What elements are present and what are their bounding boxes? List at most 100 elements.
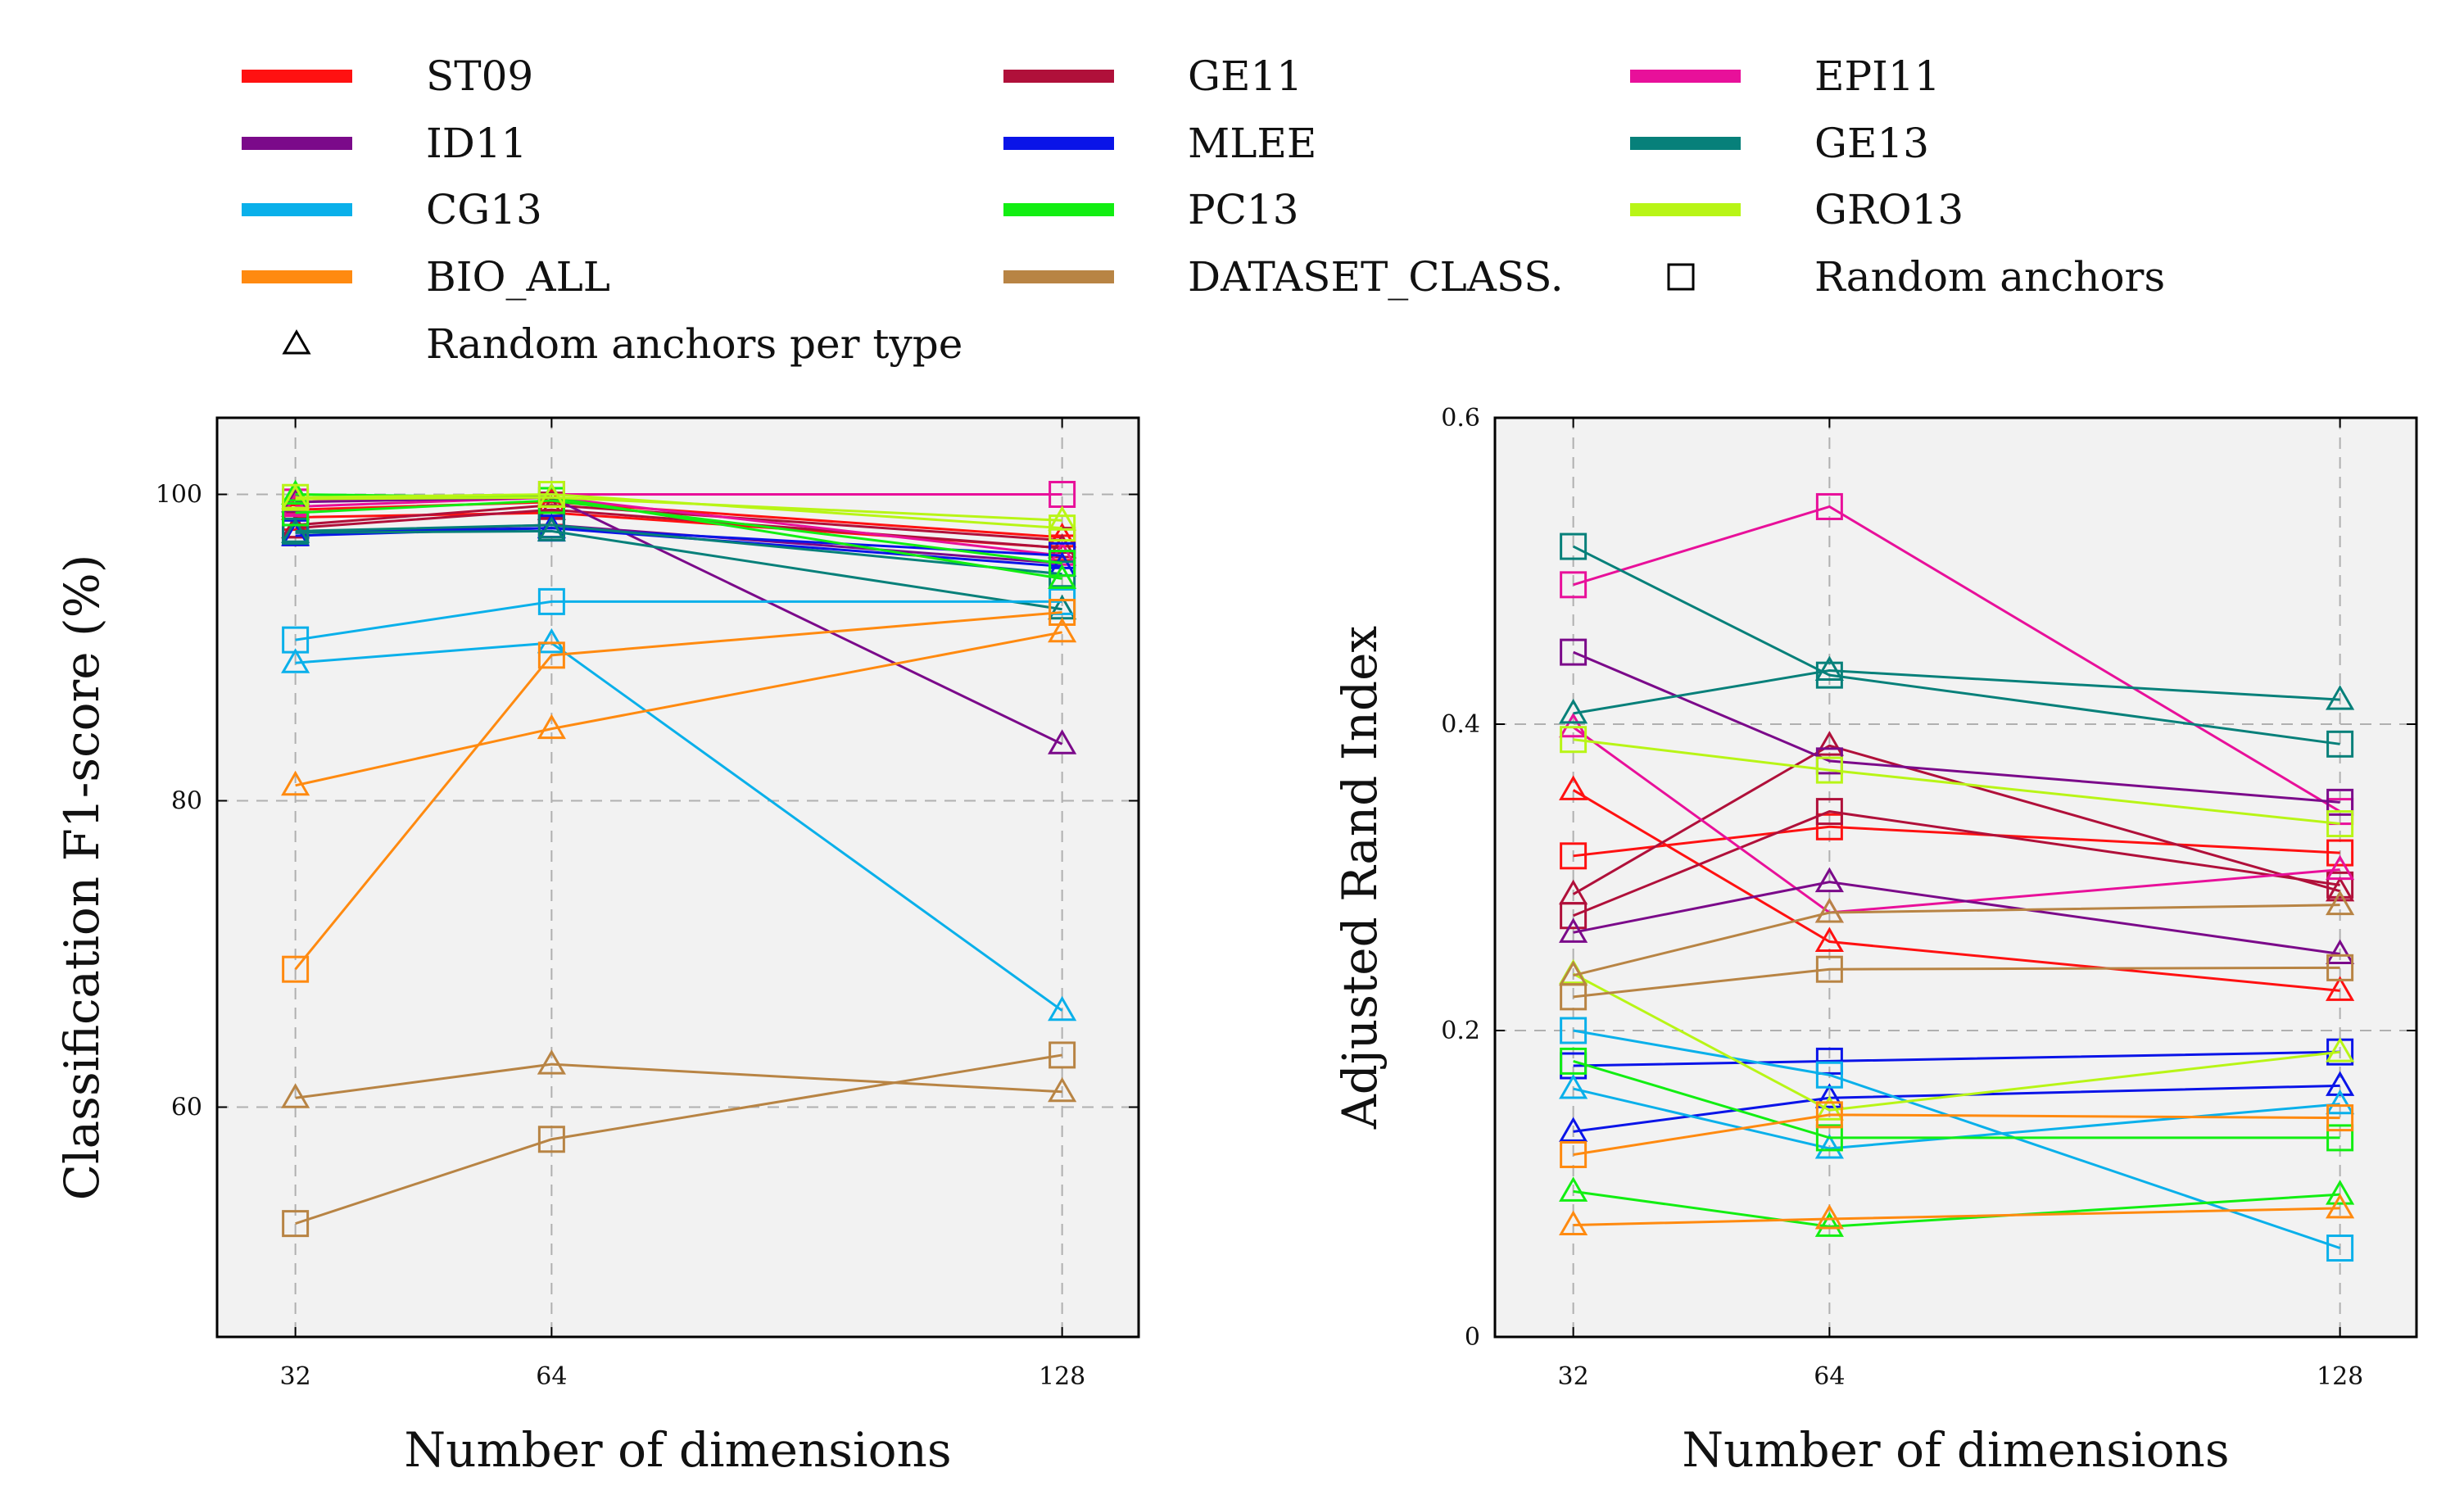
legend-mlee-label: MLEE — [1188, 120, 1316, 167]
series-ge13-square — [1560, 532, 2354, 758]
ari-chart: 32 64 128 0 0.2 0.4 0.6 Number of dimensions Adj… — [1332, 404, 2418, 1478]
data-point — [282, 1210, 310, 1238]
series-line — [1573, 1207, 2340, 1226]
x-axis-title: Number of dimensions — [1682, 1422, 2229, 1478]
data-point — [1815, 1047, 1843, 1075]
data-point — [281, 492, 310, 517]
data-point — [1559, 1210, 1588, 1235]
data-point — [1814, 1133, 1844, 1159]
legend-epi11-label: EPI11 — [1814, 52, 1941, 100]
legend-id11-label: ID11 — [426, 120, 527, 167]
data-point — [2326, 1071, 2355, 1096]
series-line — [1573, 966, 2340, 999]
series-line — [1573, 1189, 2340, 1228]
y-tick-label: 100 — [156, 481, 202, 510]
series-pc13-triangle — [1559, 1176, 2355, 1237]
series-ge13-triangle — [1559, 655, 2355, 724]
data-point — [2326, 1104, 2354, 1132]
y-tick-label: 60 — [171, 1094, 202, 1122]
legend-random-anchors-square-label: Random anchors — [1814, 253, 2165, 301]
series-line — [295, 523, 1062, 576]
legend-pc13-label: PC13 — [1188, 186, 1299, 233]
data-point — [1560, 726, 1588, 754]
data-point — [1814, 867, 1844, 893]
series-cg13-square — [1560, 1017, 2354, 1262]
series-gro13-triangle — [281, 482, 1077, 531]
data-point — [281, 484, 310, 510]
data-point — [1560, 1140, 1588, 1168]
f1-score-chart: 32 64 128 60 80 100 Number of dimensions Classi… — [54, 416, 1140, 1478]
data-point — [2326, 839, 2354, 867]
data-point — [2326, 1193, 2355, 1219]
data-point — [1560, 638, 1588, 666]
series-st09-square — [1560, 813, 2354, 870]
data-point — [1049, 550, 1076, 578]
series-line — [295, 499, 1062, 565]
legend-st09-label: ST09 — [426, 52, 533, 100]
series-line — [1573, 1059, 2340, 1139]
data-point — [281, 518, 310, 543]
y-tick-label: 0 — [1465, 1323, 1480, 1352]
series-line — [1573, 738, 2340, 826]
legend-ge13-label: GE13 — [1814, 120, 1929, 167]
series-line — [1573, 1087, 2340, 1150]
data-point — [1814, 655, 1844, 682]
data-point — [2326, 890, 2355, 916]
legend: ST09 GE11 EPI11 ID11 MLEE GE13 CG13 PC13 GRO13 BI… — [242, 52, 2165, 368]
data-point — [1560, 532, 1588, 560]
series-bio-all-triangle — [1559, 1193, 2355, 1235]
data-point — [537, 714, 566, 740]
data-point — [1815, 756, 1843, 784]
series-line — [295, 600, 1062, 641]
data-point — [2326, 976, 2355, 1001]
series-dataset-class-triangle — [281, 1049, 1077, 1108]
series-line — [295, 504, 1062, 542]
legend-random-anchors-per-type-triangle-label: Random anchors per type — [426, 320, 962, 368]
x-tick-label: 32 — [280, 1362, 311, 1391]
data-point — [1814, 1212, 1844, 1237]
data-point — [2326, 1089, 2355, 1115]
data-point — [537, 1049, 566, 1075]
series-line — [1572, 545, 2340, 745]
series-line — [1572, 789, 2340, 992]
data-point — [1048, 532, 1077, 559]
data-point — [2326, 876, 2355, 902]
series-line — [295, 496, 1062, 522]
series-line — [1573, 904, 2340, 977]
y-tick-label: 80 — [171, 787, 202, 816]
data-point — [282, 499, 310, 527]
data-point — [1815, 813, 1843, 840]
data-point — [537, 587, 565, 615]
series-line — [295, 1062, 1062, 1099]
data-point — [2326, 1235, 2354, 1262]
series-line — [1573, 1113, 2340, 1156]
data-point — [1814, 1095, 1844, 1121]
series-line — [1573, 1029, 2341, 1249]
data-point — [281, 479, 310, 505]
data-point — [1814, 898, 1844, 923]
series-line — [1573, 810, 2340, 917]
data-point — [1559, 712, 1588, 738]
legend-dataset-class-label: DATASET_CLASS. — [1188, 253, 1564, 301]
data-point — [281, 770, 310, 796]
data-point — [2326, 788, 2354, 816]
series-line — [295, 501, 1062, 539]
data-point — [2326, 954, 2354, 981]
legend-random-anchors-square-swatch — [1667, 263, 1695, 291]
series-gro13-square — [1560, 726, 2354, 838]
data-point — [1559, 1117, 1588, 1142]
data-point — [281, 513, 310, 539]
plot-frame — [1493, 416, 2418, 1339]
data-point — [1560, 1047, 1588, 1075]
data-point — [1048, 995, 1077, 1022]
y-axis-title: Classification F1-score (%) — [54, 555, 110, 1201]
data-point — [1559, 917, 1588, 943]
data-point — [2326, 939, 2355, 964]
data-point — [1815, 1061, 1843, 1089]
data-point — [1559, 960, 1588, 986]
series-pc13-square — [1560, 1047, 2354, 1152]
y-tick-label: 0.4 — [1441, 710, 1480, 739]
series-line — [295, 631, 1062, 787]
series-ge11-square — [1560, 798, 2354, 930]
series-line — [1573, 669, 2340, 715]
